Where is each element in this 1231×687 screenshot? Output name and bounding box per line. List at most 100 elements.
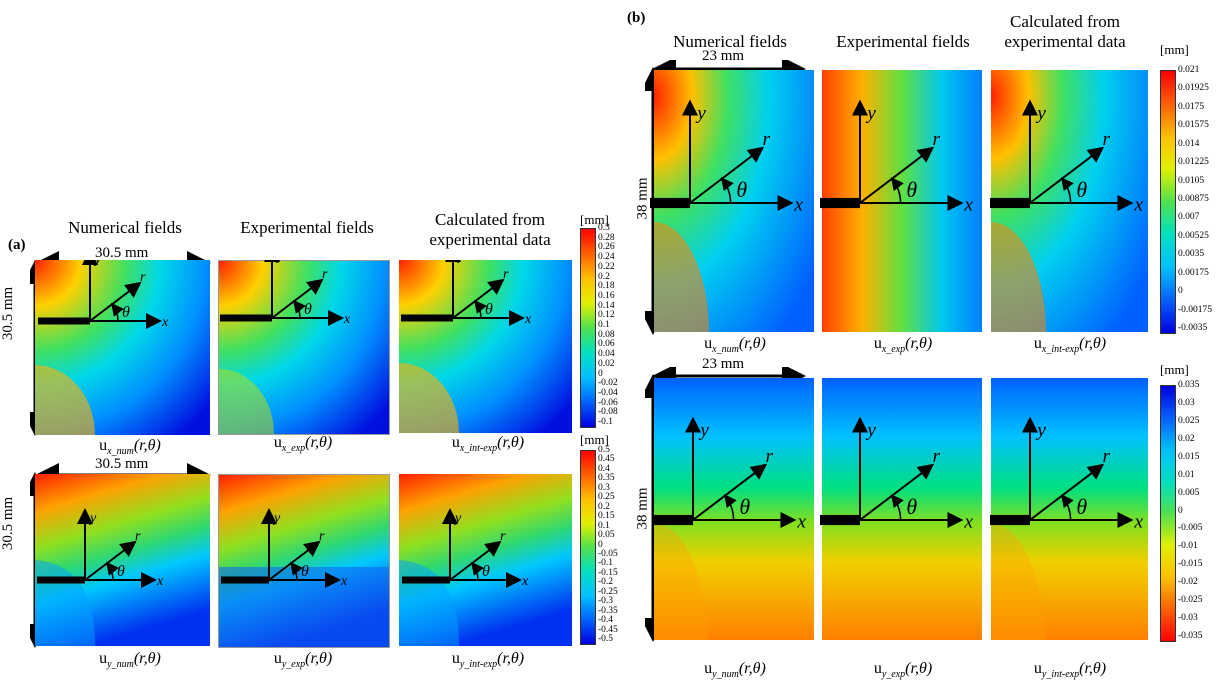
colorbar-tick-label: -0.02: [598, 378, 618, 389]
r-arrow: [1029, 146, 1105, 204]
r-arrow: [1029, 463, 1105, 521]
theta-label: θ: [301, 563, 309, 580]
colorbar-tick-label: 0.35: [598, 473, 615, 484]
crack-bar: [37, 576, 85, 584]
theta-label: θ: [906, 495, 917, 519]
colorbar-tick-label: 0.08: [598, 329, 615, 340]
r-arrow: [89, 281, 142, 322]
colorbar-tick-label: 0.15: [598, 511, 615, 522]
colorbar-tick-label: -0.45: [598, 624, 618, 635]
field-uy-intexp-a: [399, 474, 572, 646]
colorbar-tick-label: -0.5: [598, 634, 614, 644]
colorbar-tick-label: 0.03: [1178, 397, 1195, 408]
colorbar-tick-label: -0.005: [1178, 523, 1203, 534]
colorbar-tick-label: 0.25: [598, 492, 615, 503]
colorbar-a1-ticks: 0.3 0.28 0.26 0.24 0.22 0.2 0.18 0.16 0.14 0.12 0.…: [598, 223, 638, 428]
theta-arc: [106, 561, 119, 581]
x-axis-label: x: [524, 312, 532, 327]
r-label: r: [503, 267, 509, 282]
theta-label: θ: [117, 563, 125, 580]
colorbar-tick-label: 0.3: [598, 223, 610, 233]
colorbar-tick-label: 0.14: [598, 300, 615, 311]
colorbar-tick-label: 0.2: [598, 271, 610, 282]
r-label: r: [500, 529, 506, 544]
theta-arc: [471, 561, 484, 581]
dim-h-b-row2: 23 mm: [702, 356, 745, 372]
colorbar-tick-label: 0.00175: [1178, 267, 1209, 278]
colorbar-tick-label: 0.0105: [1178, 175, 1205, 186]
field-uy-num-b: [654, 378, 814, 640]
crack-tip-axes: x y r θ: [990, 99, 1143, 215]
r-arrow: [689, 146, 765, 204]
r-arrow: [452, 278, 505, 319]
theta-arc: [474, 299, 487, 319]
colorbar-tick-label: 0.01925: [1178, 83, 1209, 94]
crack-bar: [820, 514, 860, 526]
crack-bar: [653, 514, 693, 526]
colorbar-tick-label: 0.16: [598, 290, 615, 301]
colorbar-tick-label: 0.2: [598, 501, 610, 512]
dim-h-a-row2: 30.5 mm: [95, 456, 149, 472]
r-arrow: [268, 540, 321, 581]
col-title-calculated-a-line2: experimental data: [429, 230, 551, 249]
r-label: r: [1103, 129, 1111, 150]
crack-bar: [221, 576, 269, 584]
colorbar-a1: [580, 228, 596, 428]
theta-arc: [890, 177, 904, 204]
crack-bar: [401, 314, 453, 322]
colorbar-tick-label: 0.02: [598, 358, 615, 369]
y-axis-label: y: [865, 103, 876, 124]
theta-label: θ: [906, 178, 917, 202]
field-ux-num-a: [35, 260, 210, 435]
dim-h-a-row1: 30.5 mm: [95, 245, 149, 261]
x-axis-label: x: [343, 312, 351, 327]
colorbar-tick-label: 0.1: [598, 520, 610, 531]
colorbar-tick-label: 0.035: [1178, 380, 1200, 390]
colorbar-tick-label: -0.03: [1178, 613, 1198, 624]
caption-uy-exp-b: uy_exp(r,θ): [873, 660, 933, 681]
y-axis-label: y: [698, 420, 709, 441]
col-title-calculated-b-line1: Calculated from: [1010, 12, 1120, 31]
r-arrow: [692, 463, 768, 521]
colorbar-b2-unit: [mm]: [1160, 362, 1189, 377]
colorbar-tick-label: -0.05: [598, 548, 618, 559]
col-title-calculated-a-line1: Calculated from: [435, 210, 545, 229]
colorbar-tick-label: -0.06: [598, 397, 618, 408]
r-label: r: [135, 529, 141, 544]
theta-arc: [890, 494, 904, 521]
field-ux-intexp-a: [399, 260, 572, 433]
col-title-experimental-b: Experimental fields: [836, 32, 970, 51]
dim-h-b-row1: 23 mm: [702, 48, 745, 64]
colorbar-tick-label: 0.00875: [1178, 194, 1209, 204]
field-uy-num-a: [35, 474, 210, 646]
caption-uy-num-b: uy_num(r,θ): [704, 660, 766, 681]
colorbar-tick-label: 0.26: [598, 242, 615, 253]
theta-label: θ: [1076, 178, 1087, 202]
r-arrow: [271, 278, 324, 319]
crack-tip-axes: x y r θ: [820, 416, 973, 532]
theta-label: θ: [482, 563, 490, 580]
crack-bar: [402, 576, 450, 584]
colorbar-tick-label: 0.06: [598, 339, 615, 350]
colorbar-tick-label: 0.18: [598, 281, 615, 292]
colorbar-b1-ticks: 0.021 0.01925 0.0175 0.01575 0.014 0.01225 0.0…: [1178, 65, 1228, 334]
crack-bar: [990, 514, 1030, 526]
colorbar-tick-label: -0.35: [598, 605, 618, 616]
r-arrow: [449, 540, 502, 581]
colorbar-tick-label: 0.04: [598, 349, 615, 360]
theta-label: θ: [736, 178, 747, 202]
r-arrow: [859, 146, 935, 204]
colorbar-tick-label: -0.04: [598, 387, 618, 398]
x-axis-label: x: [963, 194, 973, 215]
crack-bar: [650, 197, 690, 209]
colorbar-tick-label: -0.0035: [1178, 323, 1208, 333]
y-axis-label: y: [865, 420, 876, 441]
colorbar-tick-label: -0.015: [1178, 559, 1203, 570]
x-axis-label: x: [521, 574, 529, 589]
colorbar-tick-label: 0.005: [1178, 487, 1200, 498]
colorbar-tick-label: -0.01: [1178, 541, 1198, 552]
colorbar-tick-label: 0: [598, 368, 603, 379]
field-ux-exp-a: [218, 260, 390, 435]
theta-label: θ: [739, 495, 750, 519]
